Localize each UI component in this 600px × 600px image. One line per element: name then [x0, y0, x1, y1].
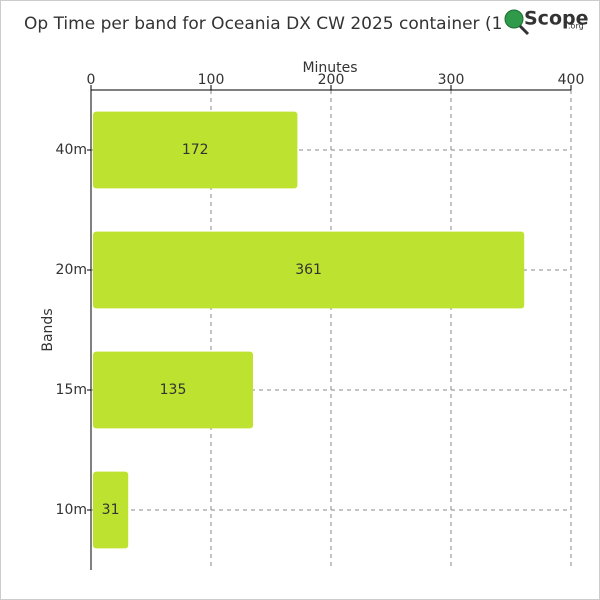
- logo: Scope .org: [502, 6, 590, 36]
- logo-text: Scope: [524, 8, 589, 30]
- bar: [93, 351, 253, 429]
- y-tick-label: 40m: [56, 142, 87, 158]
- x-tick-label: 300: [438, 72, 465, 88]
- y-tick-label: 20m: [56, 262, 87, 278]
- value-label: 361: [295, 262, 322, 278]
- bar: [93, 231, 525, 309]
- value-label: 135: [160, 382, 187, 398]
- y-tick-label: 15m: [56, 382, 87, 398]
- bar: [93, 111, 298, 189]
- x-axis-label: Minutes: [302, 60, 357, 76]
- logo-globe: [504, 9, 524, 29]
- y-tick-label: 10m: [56, 502, 87, 518]
- x-tick-label: 100: [198, 72, 225, 88]
- bar: [93, 471, 129, 549]
- logo-handle: [518, 24, 530, 36]
- x-tick-label: 200: [318, 72, 345, 88]
- logo-suffix: .org: [568, 22, 584, 31]
- x-tick-label: 400: [558, 72, 585, 88]
- value-label: 31: [102, 502, 120, 518]
- value-label: 172: [182, 142, 209, 158]
- y-axis-label: Bands: [40, 308, 56, 351]
- chart-title: Op Time per band for Oceania DX CW 2025 …: [24, 14, 586, 34]
- x-tick-label: 0: [87, 72, 96, 88]
